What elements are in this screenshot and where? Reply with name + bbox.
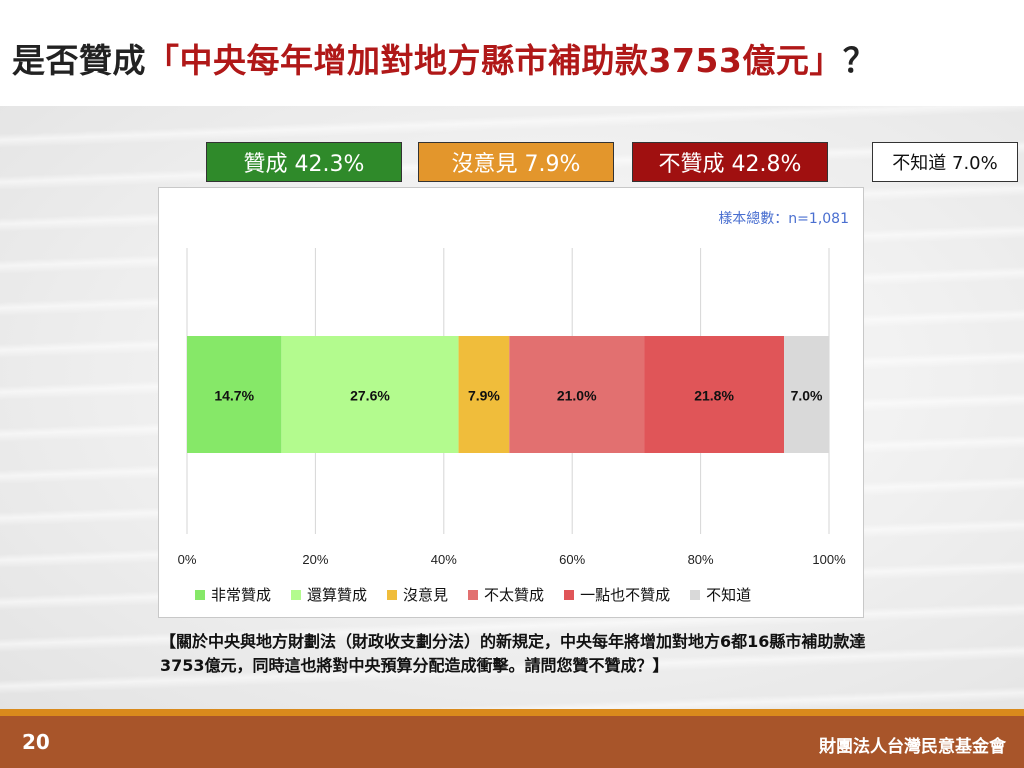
unknown-summary-box: 不知道 7.0% xyxy=(872,142,1018,182)
neutral-summary-box: 沒意見 7.9% xyxy=(418,142,614,182)
sample-size-label: 樣本總數：n=1,081 xyxy=(718,211,849,227)
x-tick-label: 40% xyxy=(431,552,457,567)
data-label: 14.7% xyxy=(214,388,254,404)
legend-item: 一點也不贊成 xyxy=(564,584,670,605)
title-prefix: 是否贊成 xyxy=(12,41,146,80)
legend-label: 不知道 xyxy=(706,586,752,604)
bar-segment xyxy=(458,336,510,453)
x-tick-label: 60% xyxy=(559,552,585,567)
x-tick-label: 20% xyxy=(302,552,328,567)
legend-item: 沒意見 xyxy=(387,584,448,605)
x-tick-label: 100% xyxy=(812,552,846,567)
legend-swatch xyxy=(468,589,479,600)
legend-item: 非常贊成 xyxy=(195,584,271,605)
stacked-bar-chart: 0% 20% 40% 60% 80% 100% 14.7% 27.6% 7.9% 21.0% 21.… xyxy=(178,248,846,567)
data-label: 7.0% xyxy=(791,388,823,404)
disagree-summary-box: 不贊成 42.8% xyxy=(632,142,828,182)
legend-label: 沒意見 xyxy=(403,586,449,604)
footer-bar: 20 財團法人台灣民意基金會 xyxy=(0,716,1024,768)
footer-accent-line xyxy=(0,709,1024,716)
bar-segment xyxy=(187,336,282,453)
legend-swatch xyxy=(291,589,302,600)
title-suffix: ？ xyxy=(842,41,877,80)
data-label: 27.6% xyxy=(350,388,390,404)
page-number: 20 xyxy=(22,730,50,754)
legend-label: 還算贊成 xyxy=(307,586,368,604)
legend-label: 非常贊成 xyxy=(211,586,272,604)
survey-question: 【關於中央與地方財劃法（財政收支劃分法）的新規定，中央每年將增加對地方6都16縣… xyxy=(160,632,866,675)
bar-segment xyxy=(509,336,645,453)
legend-label: 不太贊成 xyxy=(484,586,545,604)
legend-swatch xyxy=(195,589,205,600)
data-label: 7.9% xyxy=(468,388,500,404)
bar-segment xyxy=(644,336,785,453)
legend-item: 不太贊成 xyxy=(468,584,544,605)
bar-segment xyxy=(784,336,829,453)
agree-summary-box: 贊成 42.3% xyxy=(206,142,402,182)
data-label: 21.0% xyxy=(557,388,597,404)
bar-segment xyxy=(281,336,459,453)
legend-swatch xyxy=(564,589,575,600)
header: 是否贊成「中央每年增加對地方縣市補助款3753億元」？ xyxy=(0,0,1024,106)
x-tick-label: 80% xyxy=(688,552,714,567)
legend-swatch xyxy=(387,589,398,600)
x-tick-label: 0% xyxy=(178,552,197,567)
legend-label: 一點也不贊成 xyxy=(580,586,671,604)
chart-panel: 樣本總數：n=1,081 0% 20% 40% 60% 80% 100% 14.7% 27.6… xyxy=(158,187,864,618)
data-label: 21.8% xyxy=(694,388,734,404)
title-quoted: 「中央每年增加對地方縣市補助款3753億元」 xyxy=(146,41,843,80)
legend-swatch xyxy=(690,589,701,600)
page-title: 是否贊成「中央每年增加對地方縣市補助款3753億元」？ xyxy=(12,34,876,82)
legend-item: 不知道 xyxy=(690,584,751,605)
legend-item: 還算贊成 xyxy=(291,584,367,605)
chart-legend: 非常贊成 還算贊成 沒意見 不太贊成 一點也不贊成 不知道 xyxy=(195,584,771,605)
organization-name: 財團法人台灣民意基金會 xyxy=(819,737,1006,757)
